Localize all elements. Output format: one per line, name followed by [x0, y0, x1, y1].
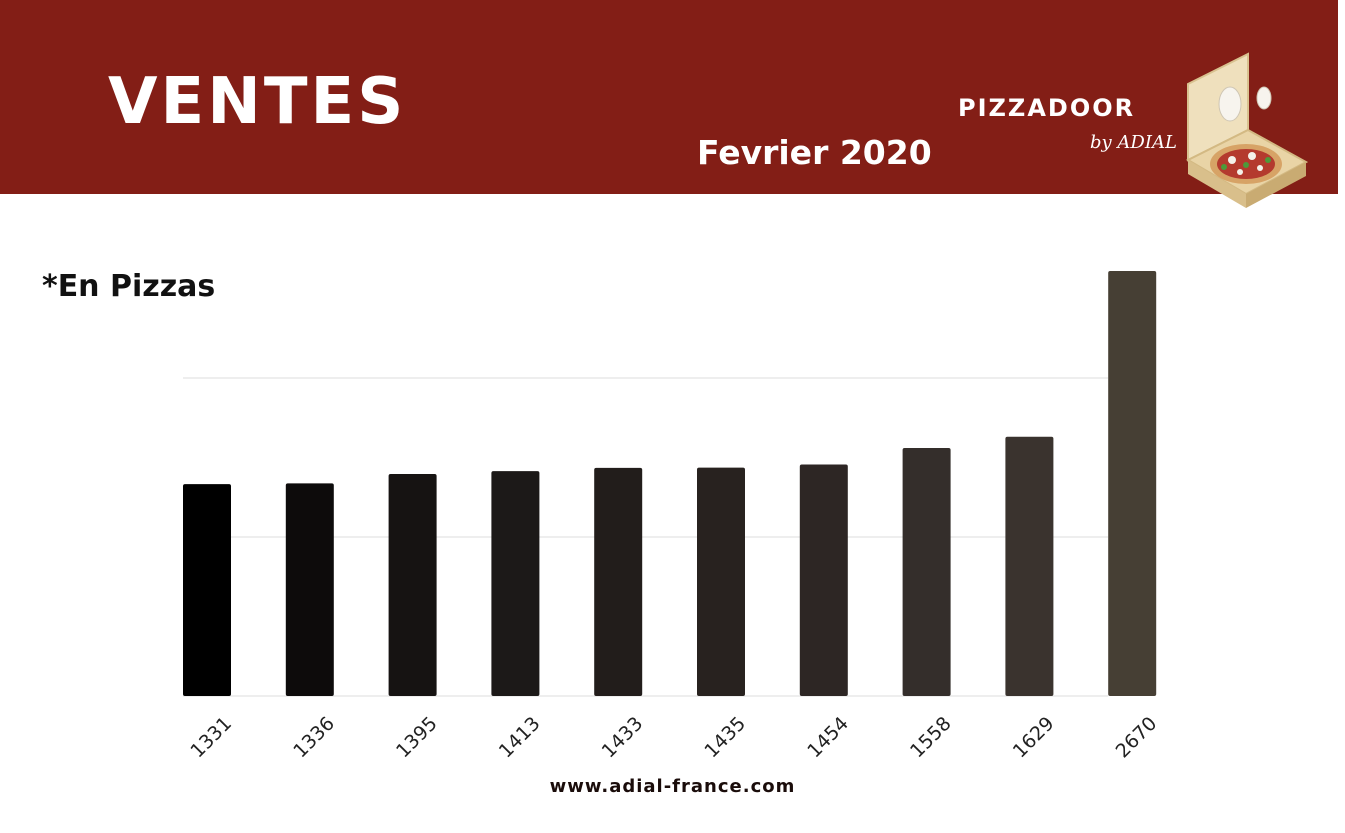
unit-label: *En Pizzas	[42, 269, 216, 304]
bar-1558	[902, 448, 951, 696]
x-tick-label: 1413	[495, 713, 545, 763]
bar-2670	[1108, 271, 1157, 696]
bar-1454	[799, 464, 848, 696]
pizza-box-icon	[1185, 52, 1308, 208]
x-tick-label: 1433	[598, 713, 648, 763]
period-label: Fevrier 2020	[697, 133, 932, 172]
x-tick-label: 1435	[700, 713, 750, 763]
page-title: VENTES	[108, 65, 407, 139]
sales-bar-chart: 1331 1336 1395 1413 1433 1435 1454 1558 1629 2670	[183, 271, 1162, 763]
x-tick-label: 2670	[1112, 713, 1162, 763]
x-tick-label: 1454	[803, 713, 853, 763]
website-link[interactable]: www.adial-france.com	[549, 776, 796, 797]
x-tick-label: 1395	[392, 713, 442, 763]
x-tick-label: 1336	[289, 713, 339, 763]
bar-1331	[183, 484, 231, 696]
x-tick-label: 1629	[1009, 713, 1059, 763]
bar-1435	[697, 467, 745, 696]
brand-logo-main: PIZZADOOR	[958, 94, 1136, 122]
x-tick-label: 1558	[906, 713, 956, 763]
bar-1433	[594, 467, 643, 696]
x-tick-label: 1331	[186, 713, 236, 763]
bar-1395	[388, 473, 437, 696]
brand-logo-sub: by ADIAL	[1090, 132, 1177, 153]
bar-1413	[491, 471, 540, 696]
bar-1336	[285, 483, 334, 696]
bar-1629	[1005, 436, 1054, 696]
header-banner: VENTES Fevrier 2020 PIZZADOOR by ADIAL	[0, 0, 1338, 194]
brand-logo: PIZZADOOR by ADIAL	[950, 88, 1180, 168]
